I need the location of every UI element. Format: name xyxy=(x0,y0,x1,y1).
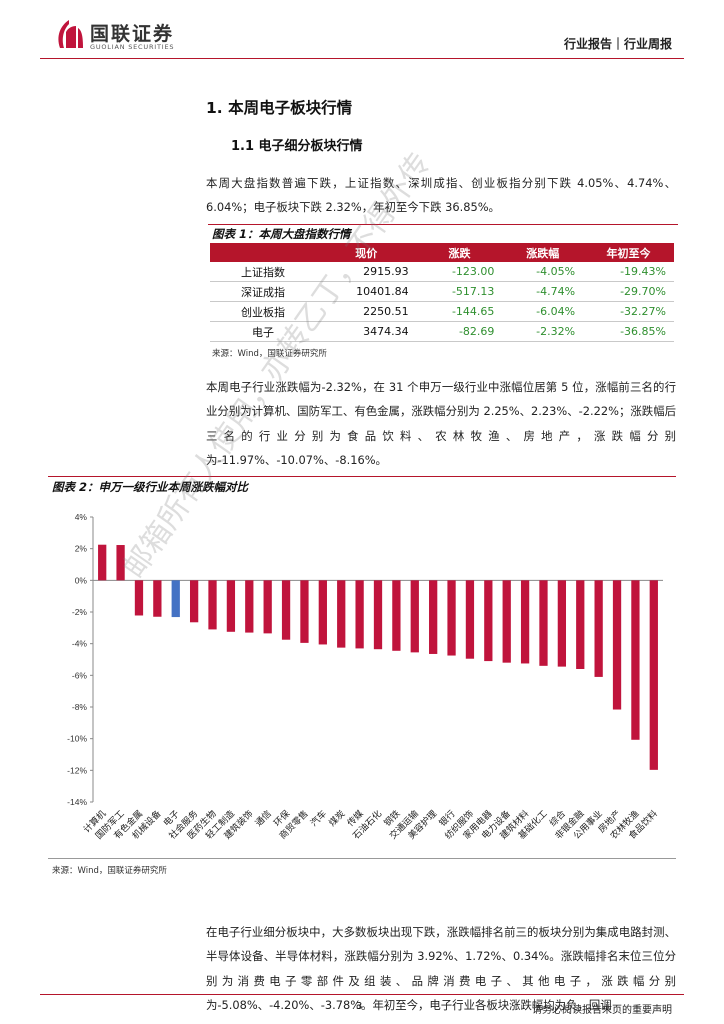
bar-26 xyxy=(576,580,585,669)
table-header-cell xyxy=(210,243,316,262)
bar-22 xyxy=(502,580,511,663)
table-cell: -82.69 xyxy=(416,321,503,342)
bar-5 xyxy=(189,580,199,623)
bar-7 xyxy=(226,580,236,632)
figure1-frame xyxy=(208,224,678,243)
table-header-cell: 年初至今 xyxy=(583,243,674,262)
bar-29 xyxy=(631,580,640,740)
y-tick-label: 0% xyxy=(75,575,88,585)
y-tick-label: 4% xyxy=(75,512,88,522)
table-cell: -19.43% xyxy=(583,262,674,282)
bar-10 xyxy=(281,580,291,640)
table-cell: -2.32% xyxy=(502,321,584,342)
bar-11 xyxy=(300,580,309,643)
figure2-source: 来源：Wind，国联证券研究所 xyxy=(52,866,167,876)
bar-16 xyxy=(392,580,401,651)
bar-1 xyxy=(116,545,125,581)
x-tick-label: 煤炭 xyxy=(326,808,347,829)
table-cell: 10401.84 xyxy=(316,281,417,302)
bar-6 xyxy=(208,580,217,630)
table-cell: 3474.34 xyxy=(316,321,417,342)
bar-8 xyxy=(245,580,254,633)
y-tick-label: -4% xyxy=(72,639,88,649)
table-cell: 2915.93 xyxy=(316,262,417,282)
paragraph-market-summary: 本周大盘指数普遍下跌，上证指数、深圳成指、创业板指分别下跌 4.05%、4.74… xyxy=(206,176,676,215)
bar-0 xyxy=(98,544,107,581)
y-tick-label: -6% xyxy=(72,670,88,680)
figure2-title: 图表 2：申万一级行业本周涨跌幅对比 xyxy=(52,480,249,494)
y-tick-label: -10% xyxy=(67,734,87,744)
table-row: 上证指数 2915.93 -123.00 -4.05% -19.43% xyxy=(210,262,674,282)
page-number: 3 xyxy=(356,1001,363,1012)
figure2-top-divider xyxy=(48,476,676,477)
table-cell: 2250.51 xyxy=(316,301,417,322)
x-tick-label: 通信 xyxy=(253,808,274,829)
bar-4 xyxy=(171,580,180,618)
logo-text-en: GUOLIAN SECURITIES xyxy=(90,43,175,51)
bar-18 xyxy=(429,580,438,654)
table-row: 电子 3474.34 -82.69 -2.32% -36.85% xyxy=(210,321,674,342)
logo-mark-icon xyxy=(58,20,83,48)
table-cell: 上证指数 xyxy=(210,262,316,282)
bar-19 xyxy=(447,580,456,656)
company-logo: 国联证券 GUOLIAN SECURITIES xyxy=(52,18,192,52)
bar-15 xyxy=(373,580,383,650)
bar-27 xyxy=(594,580,603,677)
footer-notice: 请务必阅读报告末页的重要声明 xyxy=(532,1005,672,1016)
bar-21 xyxy=(484,580,493,662)
table-header-cell: 涨跌 xyxy=(416,243,503,262)
bar-17 xyxy=(410,580,419,653)
figure1-source: 来源：Wind，国联证券研究所 xyxy=(212,349,327,359)
table-header-cell: 涨跌幅 xyxy=(502,243,584,262)
table-cell: 创业板指 xyxy=(210,301,316,322)
table-header-cell: 现价 xyxy=(316,243,417,262)
header-divider xyxy=(40,58,684,59)
bar-2 xyxy=(134,580,144,616)
table-cell: -517.13 xyxy=(416,281,503,302)
bar-20 xyxy=(465,580,475,659)
logo-text-cn: 国联证券 xyxy=(90,23,175,45)
paragraph-industry-ranking: 本周电子行业涨跌幅为-2.32%，在 31 个申万一级行业中涨幅位居第 5 位，… xyxy=(206,380,676,468)
industry-bar-chart: 4%2%0%-2%-4%-6%-8%-10%-12%-14%计算机国防军工有色金… xyxy=(67,512,663,842)
bar-25 xyxy=(557,580,567,667)
paragraph-subsector: 在电子行业细分板块中，大多数板块出现下跌，涨跌幅排名前三的板块分别为集成电路封测… xyxy=(206,925,676,1013)
table-cell: -144.65 xyxy=(416,301,503,322)
bar-23 xyxy=(520,580,530,664)
footer-divider xyxy=(40,994,684,995)
table-cell: -123.00 xyxy=(416,262,503,282)
y-tick-label: -12% xyxy=(67,765,87,775)
table-row: 创业板指 2250.51 -144.65 -6.04% -32.27% xyxy=(210,301,674,322)
table-cell: -4.05% xyxy=(502,262,584,282)
index-table: 现价 涨跌 涨跌幅 年初至今 上证指数 2915.93 -123.00 -4.0… xyxy=(210,243,674,342)
bar-12 xyxy=(318,580,327,645)
table-cell: -29.70% xyxy=(583,281,674,302)
bar-24 xyxy=(539,580,548,666)
bar-30 xyxy=(649,580,658,770)
table-cell: 电子 xyxy=(210,321,316,342)
table-row: 深证成指 10401.84 -517.13 -4.74% -29.70% xyxy=(210,281,674,302)
bar-9 xyxy=(263,580,272,634)
bar-28 xyxy=(612,580,622,710)
figure2-bottom-divider xyxy=(48,858,676,859)
y-tick-label: -2% xyxy=(72,607,88,617)
table-cell: -36.85% xyxy=(583,321,674,342)
x-tick-label: 汽车 xyxy=(308,808,329,829)
figure1-title: 图表 1：本周大盘指数行情 xyxy=(212,227,351,241)
report-type: 行业报告｜行业周报 xyxy=(563,37,672,51)
bar-14 xyxy=(355,580,364,649)
table-cell: -4.74% xyxy=(502,281,584,302)
bar-13 xyxy=(337,580,346,648)
table-header-row: 现价 涨跌 涨跌幅 年初至今 xyxy=(210,243,674,262)
table-cell: -6.04% xyxy=(502,301,584,322)
y-tick-label: -8% xyxy=(72,702,88,712)
bar-3 xyxy=(153,580,162,617)
section-heading: 1. 本周电子板块行情 xyxy=(206,99,353,117)
table-cell: 深证成指 xyxy=(210,281,316,302)
y-tick-label: 2% xyxy=(75,544,88,554)
y-tick-label: -14% xyxy=(67,797,87,807)
table-cell: -32.27% xyxy=(583,301,674,322)
subsection-heading: 1.1 电子细分板块行情 xyxy=(231,139,363,154)
